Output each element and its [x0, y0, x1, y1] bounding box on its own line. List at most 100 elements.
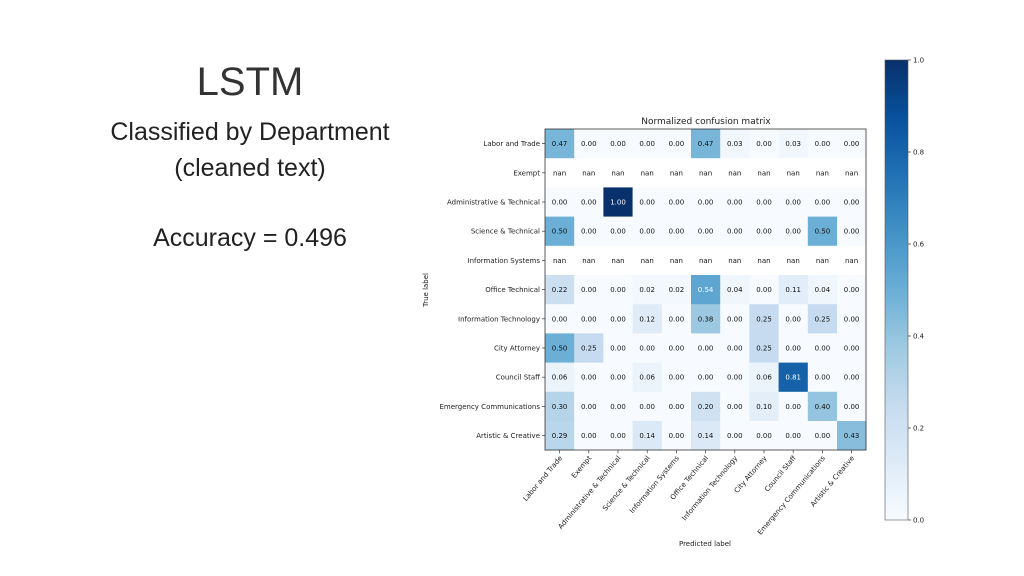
heatmap-cell — [807, 391, 838, 422]
cell-value-label: 0.25 — [815, 315, 831, 323]
y-tick-label: City Attorney — [494, 345, 540, 353]
slide-subtitle: Classified by Department (cleaned text) — [80, 114, 420, 186]
heatmap-cell — [778, 129, 809, 159]
heatmap-cell — [545, 275, 575, 305]
heatmap-cell — [603, 187, 633, 217]
heatmap-cell — [632, 421, 663, 451]
heatmap-cell — [574, 391, 604, 422]
colorbar-tick-label: 0.8 — [913, 149, 924, 157]
heatmap-cell — [632, 304, 663, 334]
cell-value-label: 0.29 — [552, 432, 568, 440]
heatmap-cell — [749, 187, 779, 217]
heatmap-cell — [661, 333, 692, 363]
cell-value-label: 0.00 — [669, 315, 685, 323]
heatmap-cell — [691, 362, 721, 393]
cell-value-label: 0.11 — [785, 286, 801, 294]
heatmap-cell — [545, 362, 575, 393]
heatmap-cell — [603, 158, 633, 188]
heatmap-cell — [661, 391, 692, 422]
cell-value-label: 0.00 — [785, 199, 801, 207]
x-axis-label: Predicted label — [679, 540, 731, 548]
heatmap-cell — [603, 275, 633, 305]
cell-value-label: 0.00 — [698, 199, 714, 207]
heatmap-cell — [720, 421, 750, 451]
cell-value-label: nan — [728, 169, 741, 177]
heatmap-cell — [837, 187, 867, 217]
heatmap-cell — [720, 362, 750, 393]
heatmap-cell — [632, 275, 663, 305]
cell-value-label: 0.00 — [669, 403, 685, 411]
cell-value-label: 0.00 — [844, 345, 860, 353]
cell-value-label: 0.00 — [639, 345, 655, 353]
cell-value-label: 0.00 — [581, 374, 597, 382]
cell-value-label: 0.06 — [756, 374, 772, 382]
cell-value-label: nan — [641, 169, 654, 177]
heatmap-cell — [661, 245, 692, 276]
heatmap-cell — [749, 391, 779, 422]
heatmap-cell — [632, 245, 663, 276]
cell-value-label: 0.00 — [785, 432, 801, 440]
y-tick-label: Office Technical — [485, 286, 540, 294]
heatmap-cell — [749, 158, 779, 188]
cell-value-label: 0.00 — [639, 140, 655, 148]
cell-value-label: nan — [553, 257, 566, 265]
cell-value-label: 0.00 — [669, 228, 685, 236]
y-tick-label: Administrative & Technical — [447, 199, 540, 207]
x-tick-label: Exempt — [570, 454, 593, 480]
heatmap-cell — [691, 245, 721, 276]
heatmap-cell — [837, 129, 867, 159]
heatmap-cell — [574, 421, 604, 451]
heatmap-cell — [778, 362, 809, 393]
cell-value-label: 0.00 — [669, 140, 685, 148]
heatmap-cell — [778, 158, 809, 188]
cell-value-label: 0.54 — [698, 286, 714, 294]
cell-value-label: 0.00 — [639, 228, 655, 236]
cell-value-label: 0.00 — [756, 286, 772, 294]
heatmap-cell — [574, 333, 604, 363]
heatmap-cell — [574, 275, 604, 305]
cell-value-label: 0.00 — [610, 345, 626, 353]
cell-value-label: 0.00 — [669, 199, 685, 207]
colorbar-tick-label: 0.2 — [913, 425, 924, 433]
heatmap-cell — [691, 333, 721, 363]
heatmap-cell — [720, 187, 750, 217]
heatmap-cell — [807, 129, 838, 159]
cell-value-label: 0.00 — [610, 432, 626, 440]
cell-value-label: 0.06 — [639, 374, 655, 382]
heatmap-cells: 0.47 0.00 0.00 0.00 0.00 0.47 0.03 0.00 0.03 0.00… — [545, 129, 867, 451]
heatmap-cell — [691, 275, 721, 305]
cell-value-label: 0.47 — [552, 140, 568, 148]
heatmap-cell — [545, 187, 575, 217]
heatmap-cell — [837, 245, 867, 276]
cell-value-label: nan — [611, 257, 624, 265]
cell-value-label: 0.20 — [698, 403, 714, 411]
heatmap-cell — [749, 421, 779, 451]
cell-value-label: 0.22 — [552, 286, 568, 294]
cell-value-label: 0.00 — [581, 315, 597, 323]
cell-value-label: 0.00 — [756, 228, 772, 236]
cell-value-label: 0.00 — [610, 374, 626, 382]
cell-value-label: nan — [757, 169, 770, 177]
heatmap-cell — [632, 216, 663, 247]
cell-value-label: 0.03 — [727, 140, 743, 148]
heatmap-cell — [837, 275, 867, 305]
heatmap-cell — [720, 333, 750, 363]
heatmap-cell — [661, 187, 692, 217]
cell-value-label: 0.00 — [844, 403, 860, 411]
subtitle-line-1: Classified by Department — [110, 118, 390, 146]
heatmap-cell — [574, 216, 604, 247]
cell-value-label: 0.00 — [756, 199, 772, 207]
heatmap-cell — [661, 304, 692, 334]
heatmap-cell — [574, 187, 604, 217]
cell-value-label: 0.50 — [552, 345, 568, 353]
cell-value-label: 0.00 — [552, 199, 568, 207]
cell-value-label: 0.00 — [727, 345, 743, 353]
cell-value-label: 0.81 — [785, 374, 801, 382]
cell-value-label: nan — [611, 169, 624, 177]
cell-value-label: nan — [670, 169, 683, 177]
cell-value-label: 0.00 — [610, 403, 626, 411]
heatmap-cell — [661, 275, 692, 305]
cell-value-label: 0.00 — [844, 315, 860, 323]
heatmap-cell — [603, 216, 633, 247]
